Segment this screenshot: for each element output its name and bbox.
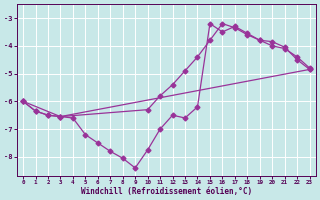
X-axis label: Windchill (Refroidissement éolien,°C): Windchill (Refroidissement éolien,°C) bbox=[81, 187, 252, 196]
